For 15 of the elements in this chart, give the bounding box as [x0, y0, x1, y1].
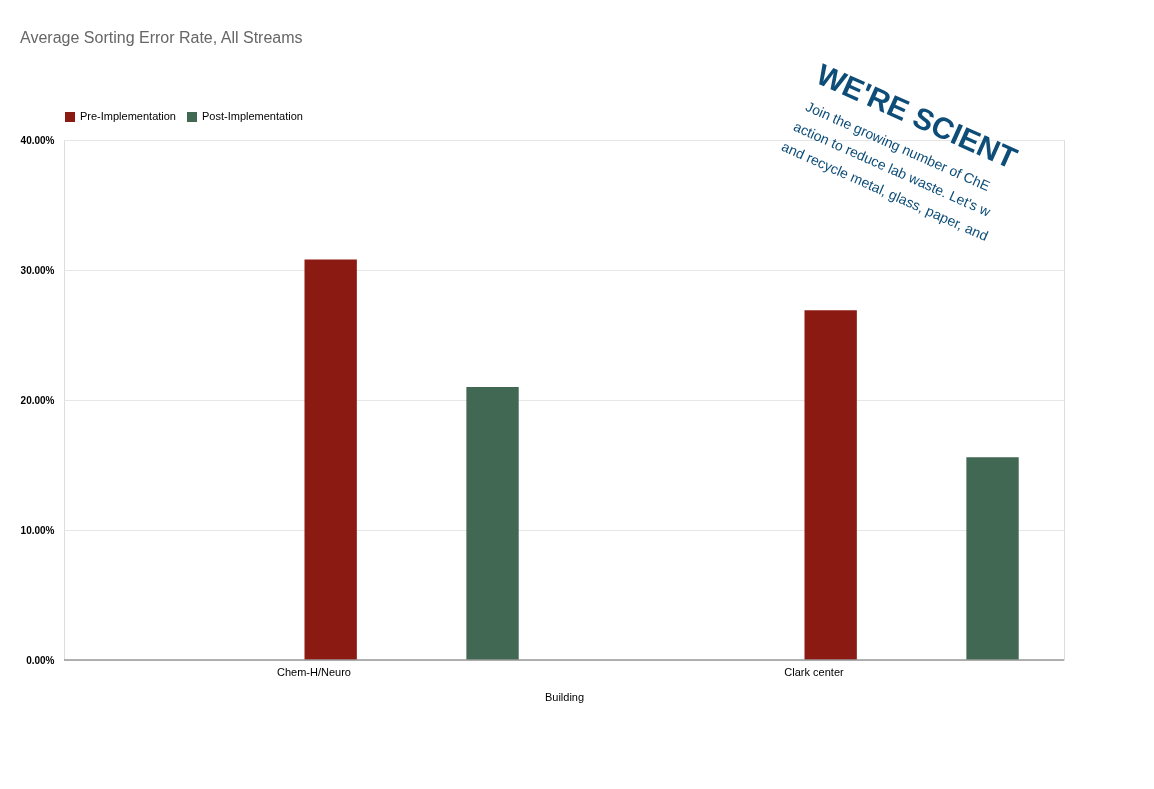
- chart-title: Average Sorting Error Rate, All Streams: [20, 29, 303, 46]
- y-tick-label: 10.00%: [20, 524, 55, 536]
- y-tick-label: 40.00%: [20, 134, 55, 146]
- x-axis-title: Building: [544, 690, 585, 703]
- y-tick-label: 20.00%: [20, 394, 55, 406]
- bar: [304, 259, 357, 660]
- bar: [466, 387, 519, 660]
- legend-label: Pre-Implementation: [80, 110, 176, 122]
- x-tick-label: Chem-H/Neuro: [277, 665, 351, 678]
- y-tick-label: 0.00%: [26, 654, 55, 666]
- bar: [966, 457, 1019, 660]
- legend-label: Post-Implementation: [202, 110, 303, 122]
- x-tick-label: Clark center: [784, 665, 844, 678]
- bar: [804, 310, 857, 660]
- y-tick-label: 30.00%: [20, 264, 55, 276]
